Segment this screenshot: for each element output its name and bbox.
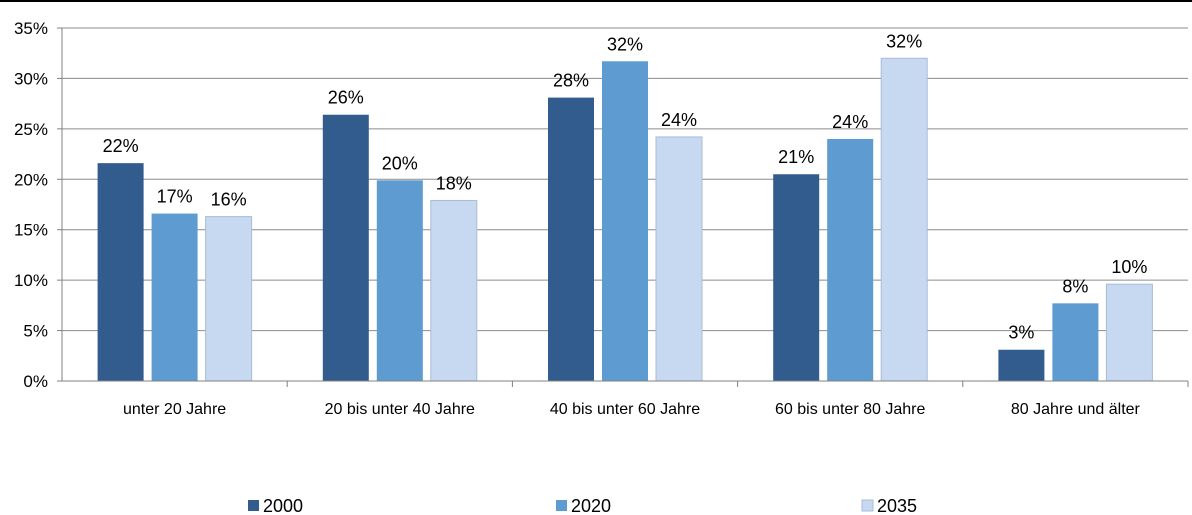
- y-tick-label: 20%: [14, 170, 48, 189]
- y-tick-label: 25%: [14, 120, 48, 139]
- legend-item-2035: 2035: [861, 496, 917, 515]
- legend-swatch: [248, 500, 259, 511]
- bar-2020: [827, 138, 874, 381]
- bar-2035: [1105, 283, 1153, 382]
- bar-2000: [97, 163, 144, 381]
- data-label: 20%: [382, 153, 418, 173]
- data-label: 18%: [436, 173, 472, 193]
- x-axis: unter 20 Jahre 20 bis unter 40 Jahre 40 bi…: [62, 380, 1189, 418]
- bar-2035: [880, 57, 928, 382]
- data-label: 3%: [1008, 323, 1034, 343]
- y-tick-label: 5%: [23, 322, 48, 341]
- y-tick-label: 35%: [14, 19, 48, 38]
- y-axis: 0% 5% 10% 15% 20% 25% 30% 35%: [14, 19, 63, 391]
- data-label: 28%: [553, 71, 589, 91]
- bars: 22% 17% 16% 26% 20% 18% 28% 32% 24% 21% 24% 32% 3% 8%…: [97, 31, 1153, 382]
- bar-2020: [376, 180, 423, 381]
- legend-swatch: [556, 500, 567, 511]
- bar-2000: [998, 349, 1045, 381]
- x-category-label: 40 bis unter 60 Jahre: [550, 401, 700, 418]
- x-category-label: unter 20 Jahre: [123, 401, 226, 418]
- data-label: 24%: [832, 112, 868, 132]
- data-label: 21%: [778, 147, 814, 167]
- legend: 2000 2020 2035: [248, 496, 917, 515]
- data-label: 32%: [607, 34, 643, 54]
- data-label: 16%: [211, 190, 247, 210]
- legend-swatch: [861, 499, 874, 512]
- data-label: 17%: [157, 187, 193, 207]
- y-tick-label: 0%: [23, 372, 48, 391]
- bar-2035: [430, 199, 478, 382]
- legend-label: 2000: [263, 496, 303, 515]
- bar-2035: [655, 136, 703, 382]
- bar-2020: [1052, 303, 1099, 381]
- legend-label: 2020: [571, 496, 611, 515]
- y-tick-label: 30%: [14, 69, 48, 88]
- data-label: 10%: [1111, 257, 1147, 277]
- data-label: 24%: [661, 110, 697, 130]
- x-category-label: 20 bis unter 40 Jahre: [325, 401, 475, 418]
- y-tick-label: 15%: [14, 221, 48, 240]
- data-label: 22%: [103, 136, 139, 156]
- data-label: 32%: [886, 31, 922, 51]
- legend-item-2000: 2000: [248, 496, 303, 515]
- bar-2000: [322, 114, 369, 381]
- bar-2035: [205, 216, 253, 382]
- data-label: 26%: [328, 88, 364, 108]
- legend-label: 2035: [877, 496, 917, 515]
- bar-2000: [773, 174, 820, 381]
- x-category-label: 60 bis unter 80 Jahre: [775, 401, 925, 418]
- legend-item-2020: 2020: [556, 496, 611, 515]
- x-category-label: 80 Jahre und älter: [1011, 401, 1141, 418]
- bar-2000: [548, 97, 594, 381]
- bar-2020: [151, 213, 198, 381]
- data-label: 8%: [1062, 276, 1088, 296]
- bar-2020: [602, 61, 648, 381]
- y-tick-label: 10%: [14, 271, 48, 290]
